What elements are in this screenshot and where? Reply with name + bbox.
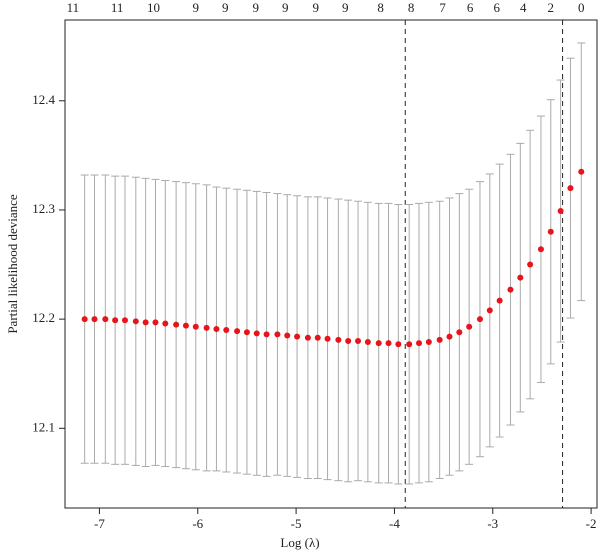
point — [81, 316, 88, 323]
x-tick-label: -7 — [94, 516, 105, 531]
x-tick-label: -3 — [487, 516, 498, 531]
y-tick-label: 12.3 — [32, 201, 55, 216]
point — [203, 324, 210, 331]
top-label: 9 — [342, 0, 349, 15]
point — [406, 341, 413, 348]
top-label: 7 — [439, 0, 446, 15]
top-label: 2 — [548, 0, 555, 15]
point — [263, 331, 270, 338]
point — [142, 319, 149, 326]
point — [121, 317, 128, 324]
point — [182, 322, 189, 329]
top-label: 8 — [408, 0, 415, 15]
point — [416, 340, 423, 347]
x-tick-label: -6 — [192, 516, 203, 531]
point — [395, 341, 402, 348]
point — [132, 318, 139, 325]
point — [102, 316, 109, 323]
point — [547, 228, 554, 235]
top-label: 9 — [193, 0, 200, 15]
point — [294, 333, 301, 340]
x-axis-title: Log (λ) — [280, 535, 319, 550]
point — [284, 332, 291, 339]
y-axis-title: Partial likelihood deviance — [5, 194, 20, 334]
point — [234, 328, 241, 335]
top-label: 9 — [253, 0, 260, 15]
point — [476, 316, 483, 323]
point — [223, 327, 230, 334]
y-tick-label: 12.2 — [32, 310, 55, 325]
point — [304, 334, 311, 341]
top-label: 11 — [111, 0, 124, 15]
point — [436, 336, 443, 343]
top-label: 10 — [147, 0, 160, 15]
point — [567, 185, 574, 192]
top-label: 6 — [493, 0, 500, 15]
top-label: 9 — [222, 0, 229, 15]
y-tick-label: 12.1 — [32, 419, 55, 434]
point — [364, 339, 371, 346]
point — [213, 325, 220, 332]
point — [112, 317, 119, 324]
x-tick-label: -4 — [389, 516, 400, 531]
point — [385, 340, 392, 347]
point — [496, 297, 503, 304]
point — [345, 337, 352, 344]
plot-frame — [64, 19, 598, 509]
top-label: 9 — [282, 0, 289, 15]
top-label: 0 — [578, 0, 585, 15]
top-label: 8 — [377, 0, 384, 15]
point — [517, 274, 524, 281]
top-label: 6 — [467, 0, 474, 15]
y-tick-label: 12.4 — [32, 92, 55, 107]
top-label: 9 — [313, 0, 320, 15]
point — [274, 331, 281, 338]
point — [152, 319, 159, 326]
point — [335, 336, 342, 343]
point — [425, 339, 432, 346]
top-label: 4 — [520, 0, 527, 15]
point — [578, 168, 585, 175]
point — [375, 340, 382, 347]
point — [537, 246, 544, 253]
point — [466, 323, 473, 330]
point — [324, 335, 331, 342]
point — [91, 316, 98, 323]
point — [527, 261, 534, 268]
point — [507, 286, 514, 293]
point — [355, 337, 362, 344]
top-label: 11 — [67, 0, 80, 15]
point — [557, 208, 564, 215]
point — [446, 333, 453, 340]
point — [162, 320, 169, 327]
point — [192, 323, 199, 330]
point — [243, 329, 250, 336]
x-tick-label: -5 — [291, 516, 302, 531]
point — [486, 307, 493, 314]
point — [314, 334, 321, 341]
point — [173, 321, 180, 328]
point — [456, 329, 463, 336]
x-tick-label: -2 — [586, 516, 597, 531]
point — [253, 330, 260, 337]
